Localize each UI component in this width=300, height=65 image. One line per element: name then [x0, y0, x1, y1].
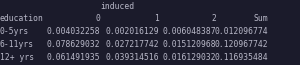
Text: 0.116935484: 0.116935484	[215, 53, 268, 62]
Text: 2: 2	[211, 14, 216, 23]
Text: 0.016129032: 0.016129032	[162, 53, 216, 62]
Text: 12+ yrs: 12+ yrs	[0, 53, 34, 62]
Text: 6-11yrs: 6-11yrs	[0, 40, 34, 49]
Text: 0.027217742: 0.027217742	[105, 40, 159, 49]
Text: 0.002016129: 0.002016129	[105, 27, 159, 36]
Text: 1: 1	[154, 14, 159, 23]
Text: 0.120967742: 0.120967742	[215, 40, 268, 49]
Text: 0-5yrs: 0-5yrs	[0, 27, 29, 36]
Text: 0.039314516: 0.039314516	[105, 53, 159, 62]
Text: induced: induced	[100, 2, 134, 11]
Text: 0.004032258: 0.004032258	[47, 27, 100, 36]
Text: 0: 0	[96, 14, 100, 23]
Text: 0.078629032: 0.078629032	[47, 40, 100, 49]
Text: education: education	[0, 14, 44, 23]
Text: 0.061491935: 0.061491935	[47, 53, 100, 62]
Text: Sum: Sum	[254, 14, 268, 23]
Text: 0.006048387: 0.006048387	[162, 27, 216, 36]
Text: 0.012096774: 0.012096774	[215, 27, 268, 36]
Text: 0.015120968: 0.015120968	[162, 40, 216, 49]
